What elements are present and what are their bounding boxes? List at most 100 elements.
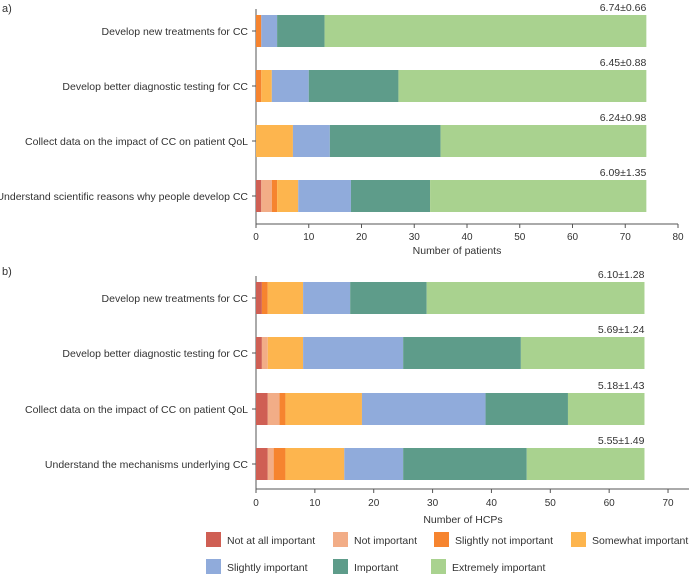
bar-segment-extremely-important (430, 180, 647, 212)
bar-segment-important (485, 393, 568, 425)
bar-segment-slightly-important (303, 282, 351, 314)
legend-swatch (333, 532, 348, 547)
bar-segment-not-at-all-important (256, 180, 262, 212)
bar-segment-extremely-important (398, 70, 647, 102)
bar-segment-not-important (261, 337, 268, 369)
category-label: Understand the mechanisms underlying CC (45, 459, 249, 471)
x-tick-label: 40 (461, 232, 473, 243)
bar-segment-not-important (267, 448, 274, 480)
bar-segment-slightly-not-important (271, 180, 278, 212)
legend-swatch (206, 559, 221, 574)
x-tick-label: 0 (253, 232, 259, 243)
bar-segment-slightly-important (344, 448, 404, 480)
legend-item: Not at all important (206, 532, 315, 547)
x-tick-label: 10 (309, 498, 321, 509)
bar-segment-extremely-important (520, 337, 645, 369)
legend-swatch (434, 532, 449, 547)
mean-sd-label: 6.24±0.98 (600, 112, 647, 124)
bar-segment-not-at-all-important (256, 282, 262, 314)
legend-swatch (571, 532, 586, 547)
mean-sd-label: 6.74±0.66 (600, 2, 647, 14)
bar-segment-slightly-not-important (279, 393, 286, 425)
legend-label: Extremely important (452, 562, 545, 574)
bar-segment-important (350, 282, 427, 314)
bar-segment-slightly-important (271, 70, 309, 102)
legend-item: Not important (333, 532, 417, 547)
bar-segment-extremely-important (324, 15, 647, 47)
category-label: Develop better diagnostic testing for CC (62, 81, 248, 93)
category-label: Collect data on the impact of CC on pati… (25, 136, 248, 148)
bar-segment-somewhat-important (277, 180, 299, 212)
legend-item: Slightly not important (434, 532, 553, 547)
bar-segment-important (403, 448, 527, 480)
bar-segment-somewhat-important (267, 282, 304, 314)
legend: Not at all important Not important Slightl… (206, 532, 688, 574)
bar-segment-important (403, 337, 521, 369)
bar-segment-not-at-all-important (256, 393, 268, 425)
legend-label: Slightly important (227, 562, 308, 574)
x-tick-label: 50 (545, 498, 557, 509)
bar-segment-slightly-important (292, 125, 330, 157)
legend-item: Extremely important (431, 559, 545, 574)
legend-swatch (431, 559, 446, 574)
x-tick-label: 0 (253, 498, 259, 509)
bar-segment-important (350, 180, 431, 212)
bar-segment-somewhat-important (256, 125, 293, 157)
legend-swatch (206, 532, 221, 547)
x-tick-label: 30 (427, 498, 439, 509)
x-tick-label: 10 (303, 232, 315, 243)
legend-label: Somewhat important (592, 535, 688, 547)
legend-item: Slightly important (206, 559, 308, 574)
x-axis-title: Number of HCPs (423, 514, 502, 526)
bar-segment-somewhat-important (285, 448, 345, 480)
x-tick-label: 80 (672, 232, 684, 243)
legend-label: Slightly not important (455, 535, 553, 547)
bar-segment-somewhat-important (267, 337, 304, 369)
bar-segment-not-at-all-important (256, 448, 268, 480)
legend-label: Important (354, 562, 398, 574)
bar-segment-slightly-important (303, 337, 404, 369)
legend-label: Not at all important (227, 535, 315, 547)
x-tick-label: 20 (368, 498, 380, 509)
legend-label: Not important (354, 535, 417, 547)
legend-item: Important (333, 559, 398, 574)
category-label: Develop new treatments for CC (102, 293, 249, 305)
x-tick-label: 60 (567, 232, 579, 243)
bar-segment-slightly-not-important (256, 70, 262, 102)
bar-segment-extremely-important (426, 282, 645, 314)
bar-segment-extremely-important (567, 393, 645, 425)
category-label: Develop new treatments for CC (102, 26, 249, 38)
legend-swatch (333, 559, 348, 574)
x-tick-label: 70 (620, 232, 632, 243)
x-tick-label: 70 (662, 498, 674, 509)
x-tick-label: 40 (486, 498, 498, 509)
mean-sd-label: 6.09±1.35 (600, 167, 647, 179)
x-tick-label: 30 (409, 232, 421, 243)
mean-sd-label: 6.10±1.28 (598, 269, 645, 281)
category-label: Develop better diagnostic testing for CC (62, 348, 248, 360)
x-tick-label: 50 (514, 232, 526, 243)
bar-segment-not-at-all-important (256, 337, 262, 369)
mean-sd-label: 5.69±1.24 (598, 324, 645, 336)
bar-segment-slightly-not-important (256, 15, 262, 47)
panel-b-chart: b) 0 10 20 30 40 50 60 70 Number of HCPs Develop n… (2, 266, 689, 526)
bar-segment-somewhat-important (285, 393, 362, 425)
bar-segment-extremely-important (526, 448, 645, 480)
category-label: Understand scientific reasons why people… (0, 191, 248, 203)
mean-sd-label: 6.45±0.88 (600, 57, 647, 69)
legend-item: Somewhat important (571, 532, 688, 547)
bar-segment-not-important (261, 180, 272, 212)
bar-segment-slightly-important (261, 15, 278, 47)
bar-segment-not-important (267, 393, 280, 425)
bar-segment-slightly-important (298, 180, 351, 212)
panel-a-chart: a) 0 10 20 30 40 50 60 70 80 Number of patients Dev… (0, 2, 684, 257)
x-tick-label: 60 (604, 498, 616, 509)
bar-segment-important (277, 15, 325, 47)
bar-segment-slightly-not-important (273, 448, 286, 480)
mean-sd-label: 5.18±1.43 (598, 380, 645, 392)
mean-sd-label: 5.55±1.49 (598, 435, 645, 447)
bar-segment-somewhat-important (261, 70, 272, 102)
bar-segment-important (308, 70, 399, 102)
bar-segment-important (329, 125, 441, 157)
